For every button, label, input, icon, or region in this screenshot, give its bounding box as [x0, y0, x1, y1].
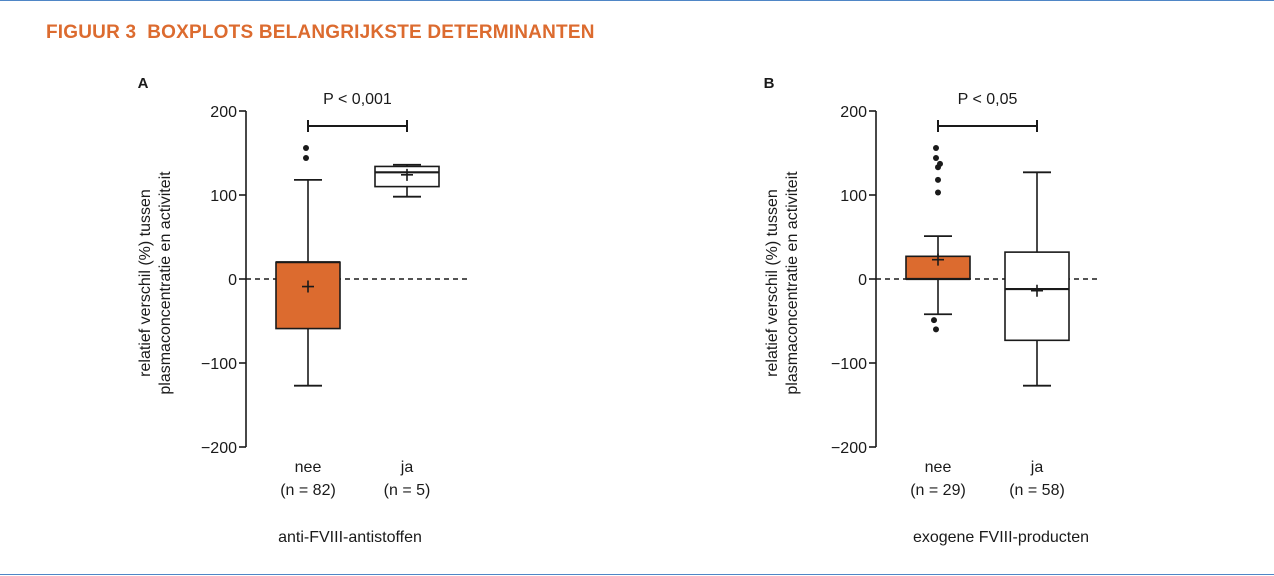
- y-tick-label: 0: [228, 272, 237, 289]
- mean-marker: [302, 280, 314, 293]
- significance-label: P < 0,05: [958, 91, 1018, 108]
- y-axis-title: relatief verschil (%) tussen: [764, 189, 781, 377]
- outlier-point: [303, 155, 309, 162]
- outlier-point: [933, 144, 939, 151]
- y-tick-label: 0: [858, 272, 867, 289]
- y-axis-title: plasmaconcentratie en activiteit: [784, 171, 801, 395]
- y-tick-label: 100: [840, 188, 867, 205]
- mean-marker: [401, 168, 413, 181]
- outlier-point: [935, 176, 941, 183]
- x-category-n: (n = 58): [1009, 482, 1065, 499]
- box-ja: [374, 163, 440, 198]
- significance-bracket: [937, 120, 1038, 132]
- y-tick-label: −200: [831, 440, 867, 457]
- x-category-label: ja: [1030, 459, 1044, 476]
- y-axis-title: plasmaconcentratie en activiteit: [157, 171, 174, 395]
- y-tick-label: 200: [210, 104, 237, 121]
- y-tick-label: 100: [210, 188, 237, 205]
- y-tick-label: 200: [840, 104, 867, 121]
- box-nee: [905, 144, 971, 333]
- figure-title: FIGUUR 3 BOXPLOTS BELANGRIJKSTE DETERMIN…: [46, 22, 595, 43]
- x-category-n: (n = 29): [910, 482, 966, 499]
- box-ja: [1004, 171, 1070, 387]
- outlier-point: [935, 189, 941, 196]
- x-category-label: ja: [400, 459, 414, 476]
- y-axis-title: relatief verschil (%) tussen: [137, 189, 154, 377]
- x-axis-title: anti-FVIII-antistoffen: [278, 529, 422, 546]
- x-axis-title: exogene FVIII-producten: [913, 529, 1089, 546]
- outlier-point: [933, 326, 939, 333]
- y-tick-label: −200: [201, 440, 237, 457]
- x-category-label: nee: [925, 459, 952, 476]
- outlier-point: [303, 144, 309, 151]
- mean-marker: [1031, 284, 1043, 297]
- significance-label: P < 0,001: [323, 91, 392, 108]
- x-category-n: (n = 5): [384, 482, 431, 499]
- panel-label: B: [764, 75, 775, 92]
- outlier-point: [931, 317, 937, 324]
- outlier-point: [937, 160, 943, 167]
- outlier-point: [933, 155, 939, 162]
- box-nee: [275, 144, 341, 387]
- mean-marker: [932, 253, 944, 266]
- panel-a: A 200 100 0 −100 −200 relatief verschil (%) tu…: [137, 75, 469, 546]
- panel-label: A: [138, 75, 149, 92]
- y-tick-label: −100: [201, 356, 237, 373]
- top-rule: [0, 0, 1274, 1]
- y-tick-label: −100: [831, 356, 867, 373]
- panel-b: B 200 100 0 −100 −200 relatief verschil (%) tu…: [764, 75, 1099, 546]
- significance-bracket: [307, 120, 408, 132]
- x-category-label: nee: [295, 459, 322, 476]
- iqr-box: [275, 261, 341, 330]
- x-category-n: (n = 82): [280, 482, 336, 499]
- bottom-rule: [0, 574, 1274, 575]
